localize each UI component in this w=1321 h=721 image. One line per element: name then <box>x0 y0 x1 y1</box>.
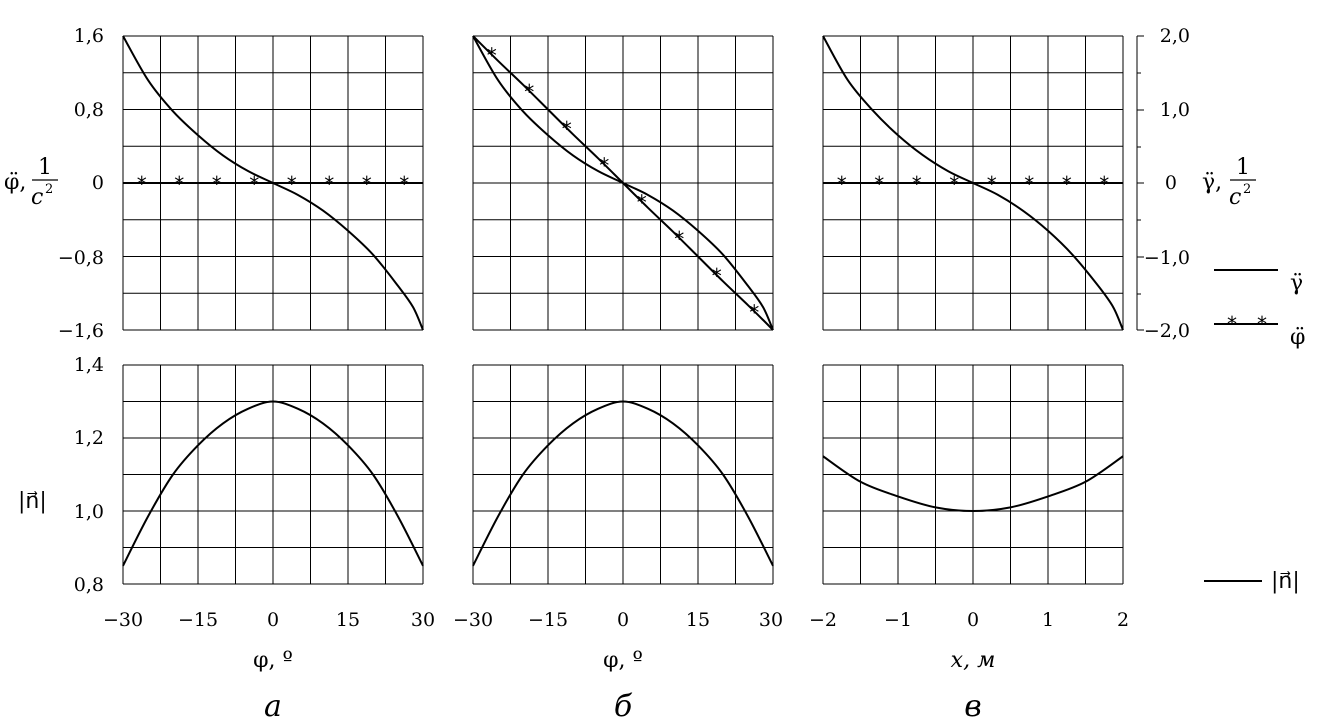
y-tick: 0,8 <box>74 99 104 121</box>
legend-n-label: |n⃗| <box>1271 569 1300 594</box>
x-tick: −1 <box>884 609 912 631</box>
phi-star-marker: * <box>912 172 922 196</box>
y-tick-right: −1,0 <box>1144 247 1190 269</box>
x-ticks-b: −30 −15 0 15 30 <box>453 609 783 631</box>
caption-v: в <box>964 689 981 721</box>
y-tick: 0,8 <box>74 574 104 596</box>
series-line-gamma <box>822 35 1124 331</box>
caption-a: а <box>264 689 282 721</box>
phi-star-marker: * <box>1024 172 1034 196</box>
x-tick: 30 <box>411 609 435 631</box>
x-ticks-a: −30 −15 0 15 30 <box>103 609 435 631</box>
y-label-fraction-numerator: 1 <box>38 155 52 180</box>
panel-v-top: * * * * * * * * <box>822 35 1124 331</box>
left-y-ticks-bottom: 1,4 1,2 1,0 0,8 |n⃗| <box>18 354 104 596</box>
phi-star-marker: * <box>324 172 334 196</box>
phi-star-marker: * <box>287 172 297 196</box>
x-tick: 0 <box>267 609 279 631</box>
y-axis-label-left-top: φ̈, 1 c 2 <box>4 155 58 210</box>
x-tick: −2 <box>809 609 837 631</box>
x-tick: 0 <box>967 609 979 631</box>
phi-star-marker: * <box>249 172 259 196</box>
y-axis-label-right-top: γ̈, 1 c 2 <box>1202 155 1256 210</box>
phi-star-marker: * <box>637 191 647 215</box>
panel-b-bottom <box>472 364 774 585</box>
y-tick-right: 2,0 <box>1160 25 1190 47</box>
x-tick: 15 <box>336 609 360 631</box>
phi-star-marker: * <box>562 117 572 141</box>
phi-star-marker: * <box>749 300 759 324</box>
y-tick-right: 1,0 <box>1160 99 1190 121</box>
panel-a-bottom <box>122 364 424 585</box>
phi-star-marker: * <box>174 172 184 196</box>
y-tick: 1,6 <box>74 25 104 47</box>
y-tick: −1,6 <box>58 320 104 342</box>
legend: γ̈ * * φ̈ |n⃗| <box>1204 269 1305 594</box>
phi-star-marker: * <box>599 153 609 177</box>
panel-b-top: * * * * * * * * <box>472 35 774 331</box>
x-tick: 15 <box>686 609 710 631</box>
x-tick: 1 <box>1042 609 1054 631</box>
x-tick: 2 <box>1117 609 1129 631</box>
x-tick: −15 <box>528 609 568 631</box>
y-tick: 0 <box>92 172 104 194</box>
phi-star-marker: * <box>837 172 847 196</box>
y-label-fraction-denominator: c <box>1229 185 1241 210</box>
right-y-ticks: 2,0 1,0 0 −1,0 −2,0 <box>1136 25 1190 342</box>
phi-star-marker: * <box>212 172 222 196</box>
phi-star-marker: * <box>1062 172 1072 196</box>
phi-star-marker: * <box>487 44 497 68</box>
y-label-symbol: γ̈, <box>1202 170 1222 195</box>
phi-star-marker: * <box>712 264 722 288</box>
y-tick: 1,0 <box>74 501 104 523</box>
phi-star-marker: * <box>987 172 997 196</box>
phi-star-marker: * <box>1099 172 1109 196</box>
panel-v-bottom <box>822 364 1124 585</box>
y-tick-right: 0 <box>1165 172 1177 194</box>
phi-star-marker: * <box>137 172 147 196</box>
y-label-bottom: |n⃗| <box>18 489 47 514</box>
legend-phi-star: * <box>1257 312 1267 336</box>
phi-star-marker: * <box>674 227 684 251</box>
series-line-n <box>472 400 774 567</box>
phi-star-marker: * <box>399 172 409 196</box>
x-axis-label-b: φ, º <box>603 648 643 673</box>
panel-a-top: * * * * * * * * <box>122 35 424 331</box>
y-label-fraction-numerator: 1 <box>1236 155 1250 180</box>
y-label-fraction-denominator: c <box>31 185 43 210</box>
caption-b: б <box>614 689 633 721</box>
y-label-fraction-exponent: 2 <box>1243 182 1251 197</box>
phi-star-marker: * <box>524 80 534 104</box>
y-tick: 1,4 <box>74 354 104 376</box>
series-line-n <box>822 455 1124 513</box>
y-label-symbol: φ̈, <box>4 170 26 195</box>
x-tick: −30 <box>453 609 493 631</box>
legend-phi-label: φ̈ <box>1290 325 1305 350</box>
phi-star-marker: * <box>874 172 884 196</box>
series-line-gamma <box>472 35 774 331</box>
legend-gamma-label: γ̈ <box>1290 271 1303 296</box>
y-tick: 1,2 <box>74 427 104 449</box>
x-axis-label-v: x, м <box>951 648 996 673</box>
phi-star-marker: * <box>949 172 959 196</box>
left-y-ticks-top: 1,6 0,8 0 −0,8 −1,6 <box>58 25 104 342</box>
legend-phi-star: * <box>1227 312 1237 336</box>
series-line-n <box>122 400 424 567</box>
y-tick-right: −2,0 <box>1144 320 1190 342</box>
x-tick: −30 <box>103 609 143 631</box>
y-label-fraction-exponent: 2 <box>45 182 53 197</box>
x-axis-label-a: φ, º <box>253 648 293 673</box>
phi-star-marker: * <box>362 172 372 196</box>
x-tick: 30 <box>759 609 783 631</box>
x-tick: 0 <box>617 609 629 631</box>
x-tick: −15 <box>178 609 218 631</box>
y-tick: −0,8 <box>58 247 104 269</box>
x-ticks-v: −2 −1 0 1 2 <box>809 609 1129 631</box>
series-line-phi <box>472 35 774 331</box>
series-line-gamma <box>122 35 424 331</box>
